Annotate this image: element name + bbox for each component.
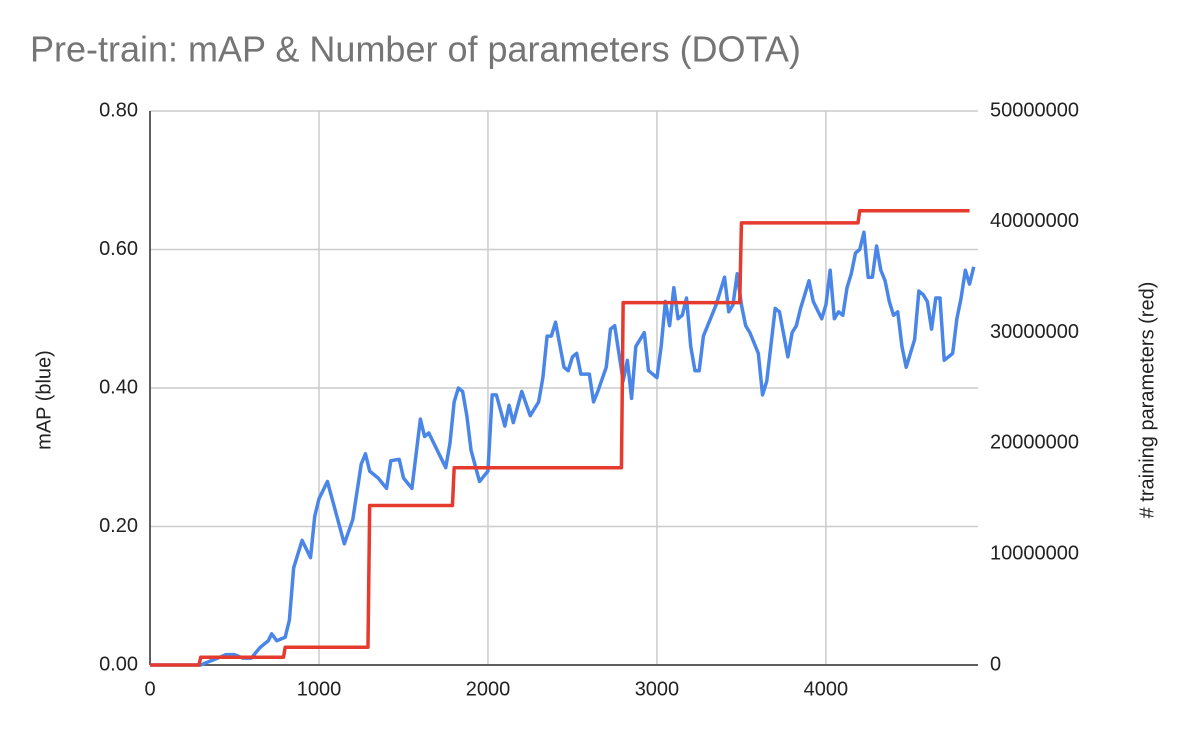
y2-tick-label: 50000000	[990, 99, 1079, 121]
y-tick-label: 0.00	[99, 653, 138, 675]
x-tick-label: 0	[144, 678, 155, 700]
y-tick-label: 0.40	[99, 376, 138, 398]
data-line	[150, 230, 976, 667]
y2-tick-label: 40000000	[990, 210, 1079, 232]
y2-tick-label: 20000000	[990, 432, 1079, 454]
y2-tick-label: 10000000	[990, 542, 1079, 564]
y-axis-label: mAP (blue)	[33, 350, 55, 450]
y2-tick-label: 30000000	[990, 321, 1079, 343]
x-tick-label: 2000	[466, 678, 511, 700]
y-tick-label: 0.80	[99, 99, 138, 121]
y2-tick-label: 0	[990, 653, 1001, 675]
data-line	[150, 208, 970, 667]
x-tick-label: 3000	[635, 678, 680, 700]
x-tick-label: 1000	[297, 678, 342, 700]
y-tick-label: 0.60	[99, 238, 138, 260]
chart-title: Pre-train: mAP & Number of parameters (D…	[30, 29, 801, 70]
y-tick-label: 0.20	[99, 515, 138, 537]
y2-axis-label: # training parameters (red)	[1136, 282, 1158, 519]
x-tick-label: 4000	[804, 678, 849, 700]
